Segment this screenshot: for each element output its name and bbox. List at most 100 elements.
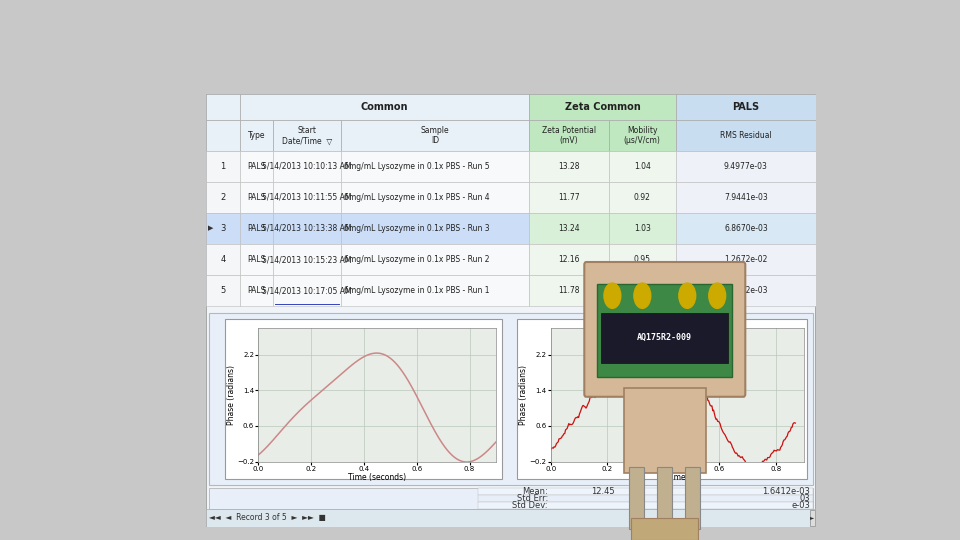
Text: AQ175R2-009: AQ175R2-009 bbox=[637, 333, 692, 342]
Bar bbox=[597, 285, 732, 377]
Text: 12.16: 12.16 bbox=[559, 255, 580, 264]
Text: 6.8670e-03: 6.8670e-03 bbox=[724, 224, 768, 233]
Text: 0.92: 0.92 bbox=[634, 286, 651, 295]
Text: e-03: e-03 bbox=[791, 501, 810, 510]
Bar bbox=[240, 213, 274, 244]
Text: Type: Type bbox=[248, 131, 266, 140]
Bar bbox=[478, 495, 813, 502]
Bar bbox=[609, 182, 676, 213]
Bar bbox=[676, 182, 816, 213]
Y-axis label: Phase (radians): Phase (radians) bbox=[227, 364, 235, 425]
Text: Mean:: Mean: bbox=[522, 487, 548, 496]
X-axis label: Time (seconds): Time (seconds) bbox=[348, 473, 406, 482]
Text: 6.2252e-03: 6.2252e-03 bbox=[724, 286, 768, 295]
Bar bbox=[341, 244, 530, 275]
Text: 9.4977e-03: 9.4977e-03 bbox=[724, 161, 768, 171]
Bar bbox=[274, 275, 341, 306]
Bar bbox=[206, 244, 240, 275]
Bar bbox=[530, 151, 609, 182]
Text: PALS: PALS bbox=[248, 255, 266, 264]
Bar bbox=[629, 467, 644, 529]
Text: PALS: PALS bbox=[248, 193, 266, 202]
Bar bbox=[609, 151, 676, 182]
Bar bbox=[225, 319, 502, 479]
Bar bbox=[676, 94, 816, 120]
Text: 1.2672e-02: 1.2672e-02 bbox=[724, 255, 768, 264]
Circle shape bbox=[634, 283, 651, 308]
Bar bbox=[209, 488, 478, 509]
Text: 5/14/2013 10:10:13 AM: 5/14/2013 10:10:13 AM bbox=[262, 161, 351, 171]
Text: Std Err:: Std Err: bbox=[516, 494, 548, 503]
Bar bbox=[609, 120, 676, 151]
Bar bbox=[631, 517, 699, 540]
Bar bbox=[517, 319, 806, 479]
Text: 03: 03 bbox=[800, 494, 810, 503]
Bar bbox=[530, 275, 609, 306]
Text: PALS: PALS bbox=[248, 286, 266, 295]
Bar bbox=[206, 94, 240, 120]
Bar bbox=[530, 213, 609, 244]
Bar bbox=[530, 94, 676, 120]
Text: 1.04: 1.04 bbox=[634, 161, 651, 171]
Text: PALS: PALS bbox=[248, 161, 266, 171]
Bar bbox=[658, 467, 672, 529]
Circle shape bbox=[679, 283, 696, 308]
Text: 5/14/2013 10:17:05 AM: 5/14/2013 10:17:05 AM bbox=[262, 286, 351, 295]
Bar bbox=[240, 94, 530, 120]
Text: 12.45: 12.45 bbox=[590, 487, 614, 496]
Text: 6mg/mL Lysozyme in 0.1x PBS - Run 3: 6mg/mL Lysozyme in 0.1x PBS - Run 3 bbox=[344, 224, 490, 233]
Bar bbox=[274, 182, 341, 213]
FancyBboxPatch shape bbox=[585, 262, 745, 397]
Bar bbox=[206, 275, 240, 306]
Text: 13.24: 13.24 bbox=[559, 224, 580, 233]
Bar bbox=[240, 244, 274, 275]
Bar bbox=[810, 510, 815, 525]
Text: Std Dev:: Std Dev: bbox=[513, 501, 548, 510]
Bar bbox=[609, 244, 676, 275]
Bar bbox=[676, 151, 816, 182]
Bar bbox=[240, 151, 274, 182]
Bar bbox=[206, 120, 240, 151]
Bar bbox=[676, 275, 816, 306]
Text: 6mg/mL Lysozyme in 0.1x PBS - Run 4: 6mg/mL Lysozyme in 0.1x PBS - Run 4 bbox=[344, 193, 490, 202]
Text: 5/14/2013 10:13:38 AM: 5/14/2013 10:13:38 AM bbox=[262, 224, 351, 233]
Bar bbox=[341, 120, 530, 151]
Text: 5/14/2013 10:15:23 AM: 5/14/2013 10:15:23 AM bbox=[262, 255, 351, 264]
Text: PALS: PALS bbox=[248, 224, 266, 233]
Bar bbox=[341, 275, 530, 306]
Bar bbox=[274, 213, 341, 244]
Text: 5: 5 bbox=[221, 286, 226, 295]
Bar bbox=[676, 213, 816, 244]
Text: Common: Common bbox=[361, 103, 408, 112]
Y-axis label: Phase (radians): Phase (radians) bbox=[519, 364, 528, 425]
Bar bbox=[341, 182, 530, 213]
Text: Sample
ID: Sample ID bbox=[420, 126, 449, 145]
X-axis label: Time: Time bbox=[668, 473, 686, 482]
Circle shape bbox=[708, 283, 726, 308]
Bar bbox=[240, 182, 274, 213]
Bar bbox=[609, 213, 676, 244]
Text: 5/14/2013 10:11:55 AM: 5/14/2013 10:11:55 AM bbox=[262, 193, 351, 202]
Text: 0.95: 0.95 bbox=[634, 255, 651, 264]
Bar bbox=[341, 151, 530, 182]
Bar bbox=[274, 151, 341, 182]
Text: 6mg/mL Lysozyme in 0.1x PBS - Run 1: 6mg/mL Lysozyme in 0.1x PBS - Run 1 bbox=[344, 286, 489, 295]
Text: 11.77: 11.77 bbox=[559, 193, 580, 202]
Text: 6mg/mL Lysozyme in 0.1x PBS - Run 5: 6mg/mL Lysozyme in 0.1x PBS - Run 5 bbox=[344, 161, 490, 171]
Bar bbox=[274, 244, 341, 275]
Bar bbox=[206, 213, 240, 244]
Text: 3: 3 bbox=[221, 224, 226, 233]
Bar bbox=[530, 120, 609, 151]
Bar bbox=[478, 488, 813, 495]
Bar bbox=[478, 488, 813, 509]
Text: ►: ► bbox=[810, 515, 814, 521]
Bar bbox=[676, 244, 816, 275]
Bar bbox=[240, 120, 274, 151]
Text: PALS: PALS bbox=[732, 103, 759, 112]
Bar bbox=[530, 244, 609, 275]
Text: 2: 2 bbox=[221, 193, 226, 202]
Bar bbox=[676, 120, 816, 151]
Text: 6mg/mL Lysozyme in 0.1x PBS - Run 2: 6mg/mL Lysozyme in 0.1x PBS - Run 2 bbox=[344, 255, 489, 264]
Text: 7.9441e-03: 7.9441e-03 bbox=[724, 193, 768, 202]
FancyBboxPatch shape bbox=[624, 388, 706, 472]
